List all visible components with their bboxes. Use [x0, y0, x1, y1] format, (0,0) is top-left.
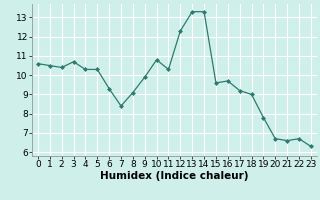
- X-axis label: Humidex (Indice chaleur): Humidex (Indice chaleur): [100, 171, 249, 181]
